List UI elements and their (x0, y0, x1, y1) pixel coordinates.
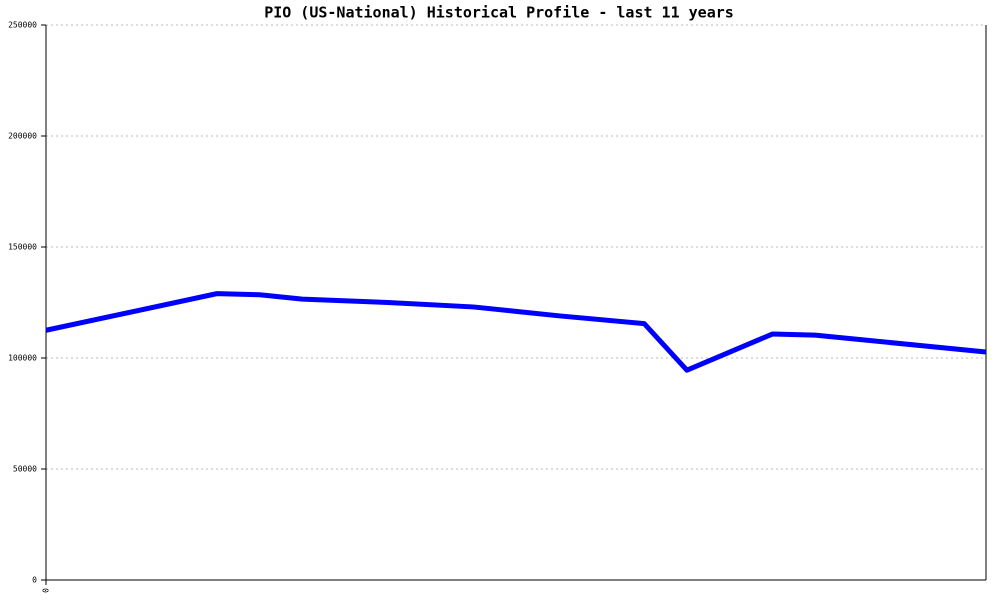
y-tick-label: 100000 (8, 354, 37, 363)
y-tick-label: 200000 (8, 132, 37, 141)
data-line (45, 291, 987, 373)
y-tick-label: 250000 (8, 21, 37, 30)
y-tick-label: 0 (32, 576, 37, 585)
y-tick-label: 50000 (13, 465, 37, 474)
chart-title: PIO (US-National) Historical Profile - l… (264, 4, 734, 22)
x-tick-label: 0 (42, 588, 51, 593)
y-tick-label: 150000 (8, 243, 37, 252)
